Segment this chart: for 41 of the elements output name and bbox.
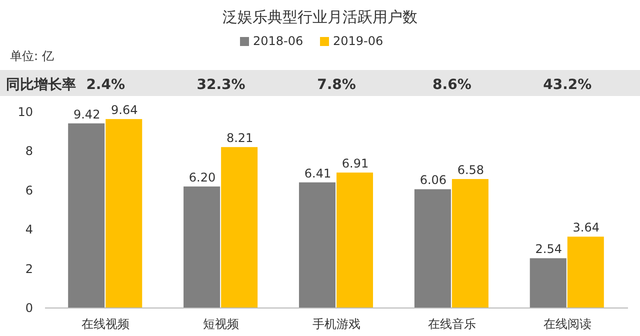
data-label: 6.91 [342,156,369,171]
data-label: 6.41 [304,166,332,180]
bar [221,147,258,308]
text: 7.8% [317,77,356,93]
legend-label: 2018-06 [253,34,304,48]
bar [106,119,142,308]
data-label: 6.20 [188,170,216,184]
bar [298,182,336,308]
data-label: 6.06 [420,173,447,188]
data-label: 8.21 [226,131,254,146]
legend-label: 2019-06 [333,34,384,48]
x-tick-label: 在线视频 [82,317,130,331]
bar [530,258,566,308]
x-tick-label: 短视频 [203,317,240,331]
y-tick-label: 2 [25,262,33,276]
bar [414,189,451,308]
x-tick-label: 在线阅读 [543,317,592,331]
data-label: 6.58 [457,163,484,178]
bar [567,236,604,308]
text: 43.2% [543,77,592,93]
y-tick-label: 8 [25,144,33,158]
data-label: 2.54 [535,242,562,256]
text: 同比增长率 [6,76,76,93]
bar [336,172,374,308]
chart-subtitle: 单位: 亿 [10,49,54,63]
data-label: 9.42 [73,107,100,122]
y-tick-label: 6 [25,183,33,198]
bar [452,179,488,308]
y-tick-label: 0 [25,301,33,315]
data-label: 9.64 [111,103,138,118]
text: 2.4% [86,77,126,93]
bar [68,123,105,308]
text: 8.6% [432,77,472,93]
bar [184,186,220,308]
x-tick-label: 手机游戏 [312,317,360,331]
x-tick-label: 在线音乐 [428,317,476,331]
y-tick-label: 10 [18,105,33,119]
y-tick-label: 4 [25,222,33,237]
chart-title: 泛娱乐典型行业月活跃用户数 [222,8,418,26]
data-label: 3.64 [572,220,600,235]
text: 32.3% [196,77,246,93]
